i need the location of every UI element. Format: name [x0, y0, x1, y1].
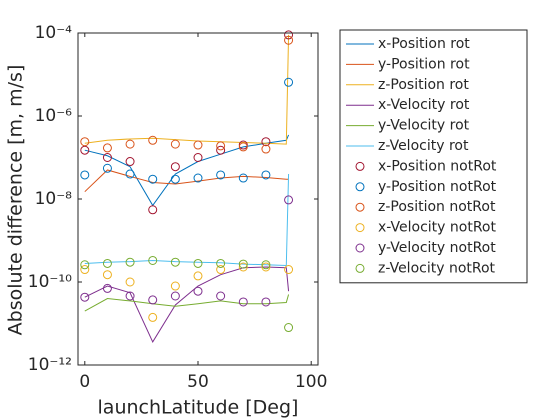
- y-tick-label: 10⁻¹²: [28, 355, 72, 375]
- legend-label: z-Velocity rot: [378, 138, 469, 154]
- data-point: [284, 323, 294, 333]
- data-point: [80, 292, 90, 302]
- data-point: [193, 140, 203, 150]
- data-point: [170, 281, 180, 291]
- data-point: [170, 162, 180, 172]
- data-point: [170, 174, 180, 184]
- data-point: [238, 259, 248, 269]
- legend-label: x-Velocity rot: [378, 97, 470, 113]
- data-point: [216, 145, 226, 155]
- legend-swatch: [355, 161, 365, 171]
- data-point: [238, 142, 248, 152]
- legend-swatch: [355, 202, 365, 212]
- data-point: [238, 297, 248, 307]
- data-point: [216, 258, 226, 268]
- legend-swatch: [355, 243, 365, 253]
- x-tick-label: 0: [79, 372, 90, 392]
- data-point: [216, 291, 226, 301]
- y-axis-label: Absolute difference [m, m/s]: [5, 65, 27, 336]
- data-point: [148, 174, 158, 184]
- series-line: [84, 173, 290, 267]
- data-point: [261, 170, 271, 180]
- legend-label: z-Position rot: [378, 77, 469, 93]
- legend-label: y-Velocity notRot: [378, 240, 496, 256]
- data-point: [284, 195, 294, 205]
- data-point: [284, 30, 294, 40]
- series-line: [84, 169, 289, 193]
- data-point: [125, 277, 135, 287]
- data-point: [125, 291, 135, 301]
- legend-label: x-Position rot: [378, 36, 470, 52]
- x-tick-label: 50: [187, 372, 209, 392]
- data-point: [80, 265, 90, 275]
- data-point: [102, 258, 112, 268]
- data-point: [102, 153, 112, 162]
- y-tick-label: 10⁻⁴: [35, 23, 73, 43]
- data-point: [80, 260, 90, 270]
- data-point: [148, 295, 158, 305]
- x-tick-label: 100: [295, 372, 327, 392]
- data-point: [170, 139, 180, 149]
- legend-swatch: [355, 263, 365, 273]
- data-point: [193, 258, 203, 268]
- data-point: [148, 205, 158, 215]
- data-point: [193, 271, 203, 281]
- legend-swatch: [355, 223, 365, 233]
- legend-label: z-Velocity notRot: [378, 260, 496, 276]
- data-point: [261, 260, 271, 270]
- data-point: [102, 163, 112, 173]
- data-point: [125, 169, 135, 179]
- legend-label: x-Position notRot: [378, 158, 497, 174]
- data-point: [170, 291, 180, 301]
- series-line: [84, 294, 290, 312]
- x-axis-label: launchLatitude [Deg]: [98, 397, 299, 419]
- data-point: [216, 265, 226, 275]
- legend-label: y-Position notRot: [378, 179, 497, 195]
- legend-label: x-Velocity notRot: [378, 220, 496, 236]
- legend-swatch: [355, 182, 365, 192]
- legend-label: y-Position rot: [378, 56, 470, 72]
- legend-label: z-Position notRot: [378, 199, 496, 215]
- data-point: [125, 157, 135, 167]
- data-point: [148, 135, 158, 145]
- y-tick-label: 10⁻¹⁰: [28, 272, 72, 292]
- data-point: [216, 141, 226, 151]
- data-point: [238, 173, 248, 183]
- data-point: [102, 283, 112, 293]
- data-point: [284, 77, 294, 87]
- data-point: [284, 265, 294, 275]
- data-point: [216, 170, 226, 180]
- data-point: [80, 170, 90, 180]
- data-point: [102, 143, 112, 153]
- data-point: [80, 137, 90, 147]
- data-point: [148, 255, 158, 265]
- data-point: [125, 139, 135, 149]
- y-tick-label: 10⁻⁸: [35, 189, 73, 209]
- data-point: [170, 257, 180, 267]
- data-point: [148, 312, 158, 322]
- data-point: [102, 270, 112, 280]
- data-point: [193, 153, 203, 162]
- data-point: [261, 137, 271, 147]
- data-point: [193, 286, 203, 296]
- legend-box: [339, 29, 528, 284]
- data-point: [261, 297, 271, 307]
- data-point: [193, 173, 203, 183]
- legend-label: y-Velocity rot: [378, 118, 470, 134]
- data-point: [238, 262, 248, 272]
- y-tick-label: 10⁻⁶: [35, 106, 73, 126]
- data-point: [284, 35, 294, 45]
- series-line: [84, 266, 290, 343]
- data-point: [261, 262, 271, 272]
- data-point: [261, 144, 271, 154]
- data-point: [125, 257, 135, 267]
